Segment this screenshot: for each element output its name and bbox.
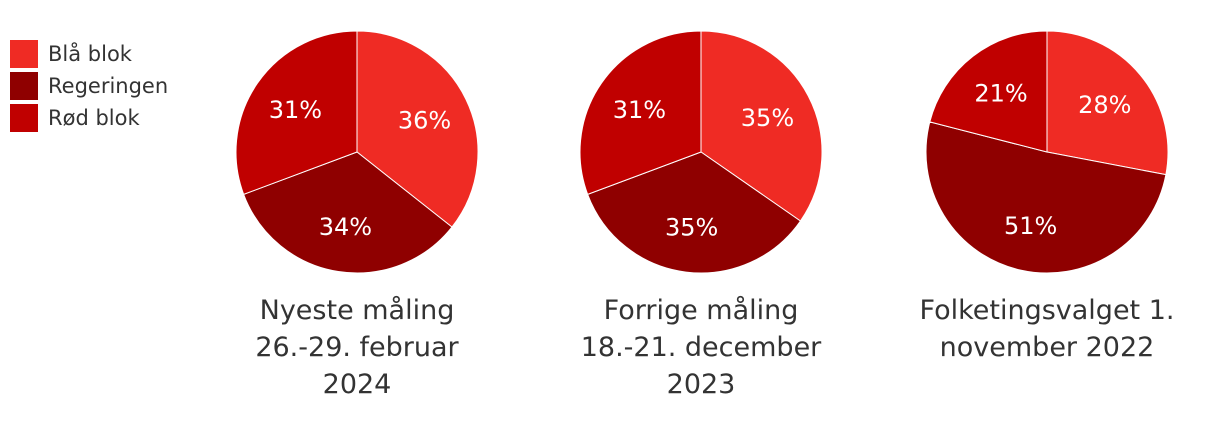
data-label: 51% [1004,212,1057,240]
legend-label: Blå blok [48,41,133,66]
chart-title: Nyeste måling 26.-29. februar 2024 [255,295,459,400]
chart-title: Folketingsvalget 1. november 2022 [919,295,1175,363]
data-label: 35% [741,104,794,132]
data-label: 21% [974,80,1027,108]
pie-slice [929,30,1048,153]
pie-slice [1046,30,1169,176]
pie-slice [587,151,802,274]
data-label: 28% [1078,91,1131,119]
pie-slice [925,121,1167,274]
legend-swatch [10,104,38,132]
legend-label: Regeringen [48,74,168,98]
pie-slice [243,151,453,274]
data-label: 35% [665,213,718,241]
pie-slice [356,30,479,228]
pie-slice [700,30,823,222]
chart-title: Forrige måling 18.-21. december 2023 [580,295,822,400]
data-label: 31% [269,96,322,124]
legend-swatch [10,72,38,100]
data-label: 31% [613,96,666,124]
pie-slice [579,30,702,196]
data-label: 34% [319,213,372,241]
pie-slice [235,30,358,196]
data-label: 36% [398,106,451,134]
legend-label: Rød blok [48,106,140,130]
legend-swatch [10,40,38,68]
